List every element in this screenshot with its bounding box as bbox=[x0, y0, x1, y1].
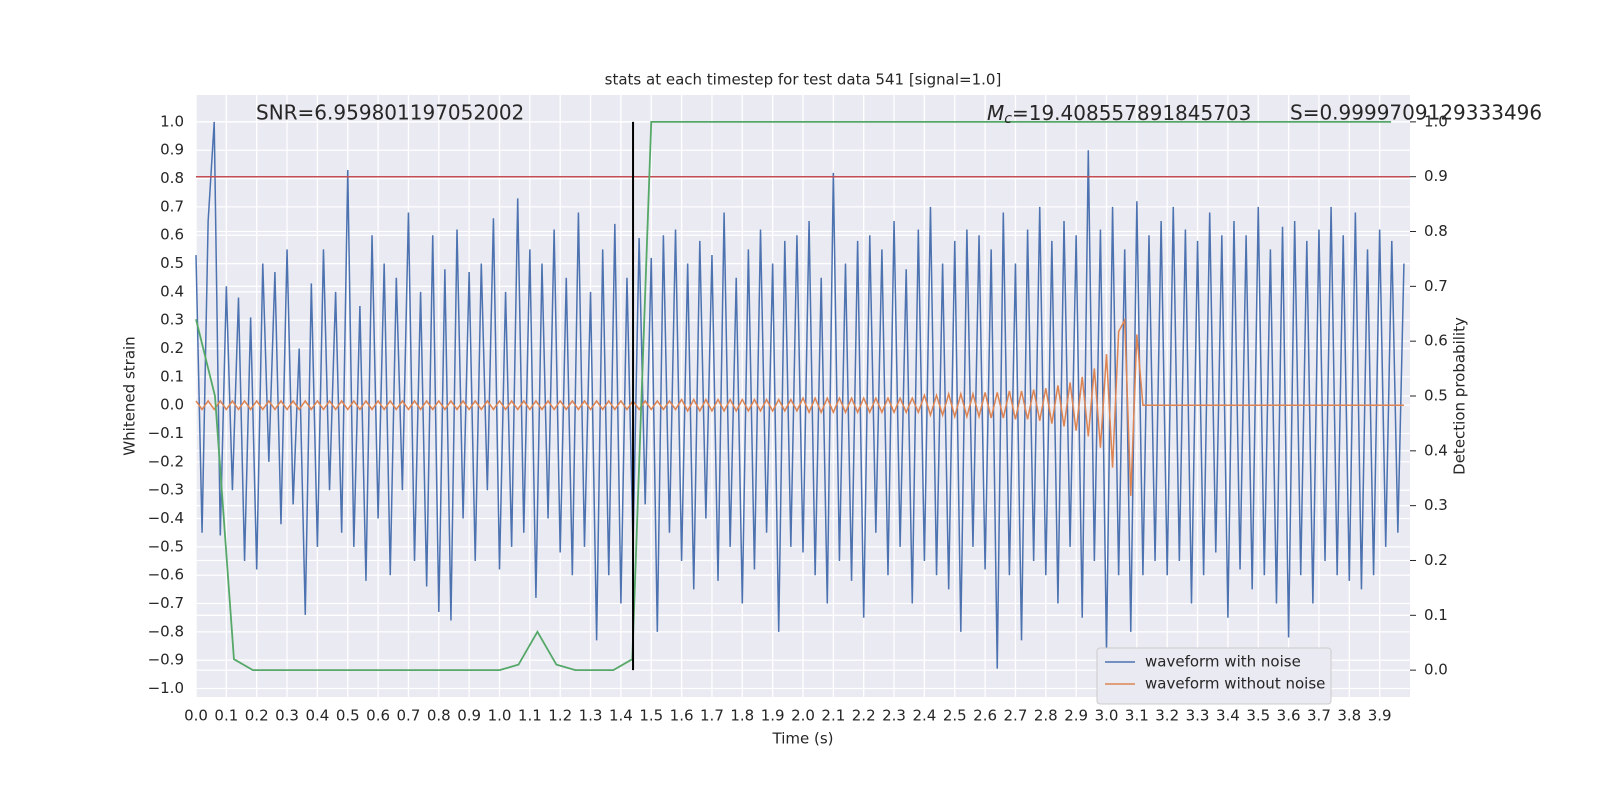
y2-tick-label: 0.4 bbox=[1424, 441, 1448, 459]
score-annotation: S=0.9999709129333496 bbox=[1290, 101, 1542, 125]
y2-tick-label: 0.2 bbox=[1424, 551, 1448, 569]
y2-tick-label: 0.5 bbox=[1424, 387, 1448, 405]
y-tick-label: −0.8 bbox=[148, 622, 184, 640]
x-tick-label: 3.0 bbox=[1095, 707, 1119, 725]
x-tick-label: 2.2 bbox=[852, 707, 876, 725]
y-axis-label: Whitened strain bbox=[121, 336, 139, 455]
x-tick-label: 0.5 bbox=[336, 707, 360, 725]
mchirp-symbol: M bbox=[987, 101, 1004, 125]
x-tick-label: 0.8 bbox=[427, 707, 451, 725]
x-tick-label: 1.3 bbox=[579, 707, 603, 725]
x-tick-label: 1.6 bbox=[670, 707, 694, 725]
y-tick-label: −0.4 bbox=[148, 509, 184, 527]
x-tick-label: 1.1 bbox=[518, 707, 542, 725]
y2-tick-label: 0.0 bbox=[1424, 661, 1448, 679]
x-tick-label: 3.9 bbox=[1368, 707, 1392, 725]
probability-line bbox=[195, 120, 1392, 672]
y-tick-label: −0.3 bbox=[148, 481, 184, 499]
x-tick-label: 3.3 bbox=[1186, 707, 1210, 725]
y2-tick-label: 0.8 bbox=[1424, 222, 1448, 240]
y2-tick-label: 1.0 bbox=[1424, 112, 1448, 130]
y-tick-label: 0.2 bbox=[160, 339, 184, 357]
mchirp-annotation: Mc=19.408557891845703 bbox=[987, 101, 1251, 128]
y-tick-label: 0.7 bbox=[160, 197, 184, 215]
x-tick-label: 2.4 bbox=[912, 707, 936, 725]
x-tick-label: 2.9 bbox=[1064, 707, 1088, 725]
y2-tick-label: 0.6 bbox=[1424, 332, 1448, 350]
mchirp-value: =19.408557891845703 bbox=[1012, 101, 1251, 125]
x-tick-label: 3.7 bbox=[1307, 707, 1331, 725]
x-tick-label: 2.0 bbox=[791, 707, 815, 725]
x-tick-label: 1.5 bbox=[639, 707, 663, 725]
x-tick-label: 0.6 bbox=[366, 707, 390, 725]
y-tick-label: −0.5 bbox=[148, 537, 184, 555]
y-tick-label: 0.9 bbox=[160, 141, 184, 159]
x-tick-label: 1.9 bbox=[761, 707, 785, 725]
x-tick-label: 0.9 bbox=[457, 707, 481, 725]
y-tick-label: −0.1 bbox=[148, 424, 184, 442]
y-tick-label: 0.4 bbox=[160, 282, 184, 300]
y2-tick-label: 0.9 bbox=[1424, 167, 1448, 185]
y2-tick-label: 0.1 bbox=[1424, 606, 1448, 624]
x-tick-label: 3.5 bbox=[1246, 707, 1270, 725]
y-tick-label: 0.5 bbox=[160, 254, 184, 272]
x-tick-label: 2.6 bbox=[973, 707, 997, 725]
x-tick-label: 2.5 bbox=[943, 707, 967, 725]
y-tick-label: −0.9 bbox=[148, 651, 184, 669]
x-tick-label: 3.1 bbox=[1125, 707, 1149, 725]
x-tick-label: 0.3 bbox=[275, 707, 299, 725]
y-tick-label: −0.6 bbox=[148, 566, 184, 584]
x-tick-label: 2.7 bbox=[1004, 707, 1028, 725]
y-tick-label: 0.8 bbox=[160, 169, 184, 187]
x-axis-label: Time (s) bbox=[772, 730, 834, 748]
x-tick-label: 3.2 bbox=[1155, 707, 1179, 725]
x-tick-label: 1.4 bbox=[609, 707, 633, 725]
x-tick-label: 3.6 bbox=[1277, 707, 1301, 725]
mchirp-subscript: c bbox=[1004, 111, 1012, 127]
x-tick-label: 2.3 bbox=[882, 707, 906, 725]
x-tick-label: 1.7 bbox=[700, 707, 724, 725]
legend: waveform with noise waveform without nois… bbox=[1096, 647, 1332, 705]
y-tick-label: −0.7 bbox=[148, 594, 184, 612]
x-tick-label: 0.7 bbox=[397, 707, 421, 725]
legend-label: waveform without noise bbox=[1145, 675, 1325, 693]
y2-axis-label: Detection probability bbox=[1451, 317, 1469, 475]
x-tick-label: 1.8 bbox=[730, 707, 754, 725]
marks bbox=[195, 120, 1410, 672]
x-tick-label: 0.1 bbox=[214, 707, 238, 725]
y2-tick-label: 0.3 bbox=[1424, 496, 1448, 514]
y-tick-label: 1.0 bbox=[160, 112, 184, 130]
y-tick-label: −0.2 bbox=[148, 452, 184, 470]
chart-title: stats at each timestep for test data 541… bbox=[605, 71, 1002, 89]
x-tick-label: 0.2 bbox=[245, 707, 269, 725]
x-tick-label: 3.8 bbox=[1337, 707, 1361, 725]
x-tick-label: 0.0 bbox=[184, 707, 208, 725]
legend-box bbox=[1096, 647, 1332, 705]
x-tick-label: 1.0 bbox=[488, 707, 512, 725]
x-tick-label: 3.4 bbox=[1216, 707, 1240, 725]
y-tick-label: 0.1 bbox=[160, 367, 184, 385]
series-line bbox=[195, 121, 1405, 669]
y-tick-label: 0.6 bbox=[160, 226, 184, 244]
x-tick-label: 1.2 bbox=[548, 707, 572, 725]
snr-annotation: SNR=6.959801197052002 bbox=[256, 101, 524, 125]
y-tick-label: 0.0 bbox=[160, 396, 184, 414]
x-tick-label: 2.8 bbox=[1034, 707, 1058, 725]
series-line bbox=[195, 317, 1404, 496]
x-tick-label: 2.1 bbox=[821, 707, 845, 725]
y-tick-label: 0.3 bbox=[160, 311, 184, 329]
legend-label: waveform with noise bbox=[1145, 653, 1301, 671]
x-tick-label: 0.4 bbox=[305, 707, 329, 725]
y-tick-label: −1.0 bbox=[148, 679, 184, 697]
y2-tick-label: 0.7 bbox=[1424, 277, 1448, 295]
